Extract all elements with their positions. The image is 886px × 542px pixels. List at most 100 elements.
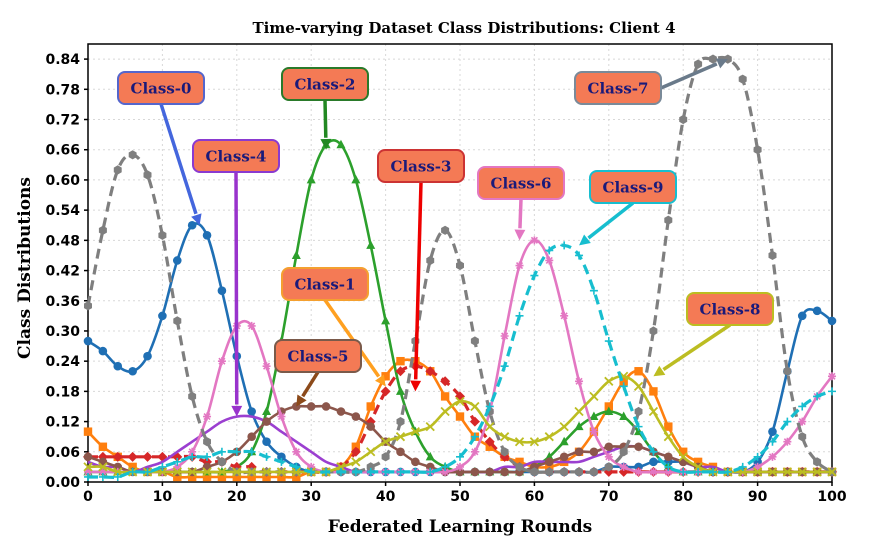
y-tick-label: 0.18 — [45, 384, 80, 400]
data-point — [694, 59, 703, 69]
data-point — [575, 377, 584, 386]
data-point — [634, 442, 643, 452]
data-point — [469, 416, 480, 427]
data-point — [84, 472, 92, 481]
data-point — [411, 467, 420, 476]
data-point — [604, 452, 613, 461]
data-point — [396, 417, 405, 427]
data-point — [634, 367, 643, 376]
data-point — [500, 467, 509, 477]
callout-box — [574, 71, 662, 105]
x-tick-label: 80 — [673, 489, 693, 505]
data-point — [98, 472, 107, 481]
data-point — [351, 467, 360, 476]
chart-title: Time-varying Dataset Class Distributions… — [252, 19, 675, 37]
callout-label: Class-3 — [391, 158, 452, 176]
data-point — [545, 256, 554, 265]
data-point — [559, 452, 569, 462]
data-point — [709, 54, 717, 64]
data-point — [619, 377, 628, 386]
data-point — [173, 472, 182, 482]
data-point — [441, 462, 450, 471]
data-point — [797, 311, 807, 321]
data-point — [158, 311, 167, 321]
data-point — [143, 467, 152, 476]
data-point — [113, 165, 122, 175]
data-point — [217, 286, 227, 295]
data-point — [410, 427, 420, 437]
data-point — [83, 336, 93, 346]
x-tick-label: 70 — [599, 489, 619, 505]
data-point — [470, 467, 480, 477]
data-point — [217, 467, 227, 477]
callout-label: Class-0 — [131, 80, 192, 98]
data-point — [574, 447, 584, 457]
data-point — [98, 346, 108, 356]
data-point — [500, 447, 509, 457]
data-point — [247, 472, 256, 482]
data-point — [291, 250, 301, 259]
data-point — [485, 467, 495, 477]
callout-box — [117, 71, 205, 105]
data-point — [425, 421, 435, 432]
data-point — [604, 376, 614, 386]
data-point — [619, 462, 628, 471]
data-point — [187, 472, 197, 482]
data-point — [203, 412, 212, 421]
data-point — [173, 462, 182, 471]
data-point — [768, 250, 777, 260]
callout-class-5: Class-5 — [274, 339, 362, 407]
callout-arrow — [323, 298, 381, 378]
data-point — [322, 467, 331, 476]
x-tick-label: 0 — [83, 489, 93, 505]
data-point — [664, 462, 673, 471]
data-point — [604, 406, 614, 416]
data-point — [262, 437, 271, 447]
callout-arrow — [159, 103, 198, 215]
series-line — [87, 243, 833, 479]
data-point — [307, 462, 316, 471]
data-point — [142, 451, 153, 462]
x-tick-label: 50 — [450, 489, 470, 505]
data-point — [738, 462, 747, 471]
data-point — [158, 462, 167, 471]
data-point — [441, 467, 450, 476]
data-point — [411, 457, 420, 467]
callout-box — [686, 292, 774, 326]
data-point — [247, 447, 256, 456]
data-point — [767, 467, 778, 477]
callout-label: Class-7 — [588, 80, 649, 98]
data-point — [634, 422, 643, 431]
callout-class-2: Class-2 — [281, 67, 369, 150]
callout-label: Class-6 — [491, 175, 552, 193]
x-tick-label: 90 — [748, 489, 768, 505]
data-point — [262, 452, 271, 461]
callout-box — [281, 67, 369, 101]
data-point — [380, 386, 391, 397]
callout-box — [274, 339, 362, 373]
data-point — [574, 421, 584, 431]
data-point — [560, 241, 569, 250]
data-point — [545, 246, 554, 255]
data-point — [515, 261, 524, 270]
data-point — [128, 462, 137, 472]
callout-label: Class-8 — [700, 301, 761, 319]
data-point — [485, 442, 494, 451]
data-point — [664, 422, 673, 431]
data-point — [128, 150, 137, 160]
x-tick-label: 10 — [153, 489, 173, 505]
data-point — [530, 271, 539, 280]
data-point — [202, 467, 212, 477]
data-point — [515, 462, 524, 472]
x-axis-label: Federated Learning Rounds — [328, 517, 592, 537]
data-point — [247, 321, 256, 330]
data-point — [366, 402, 375, 411]
callout-class-6: Class-6 — [477, 166, 565, 241]
data-point — [203, 452, 212, 461]
callout-label: Class-2 — [295, 76, 356, 94]
data-point — [545, 467, 554, 477]
data-point — [514, 437, 525, 447]
data-point — [351, 412, 361, 421]
data-point — [828, 387, 836, 396]
callout-arrow — [301, 371, 320, 398]
